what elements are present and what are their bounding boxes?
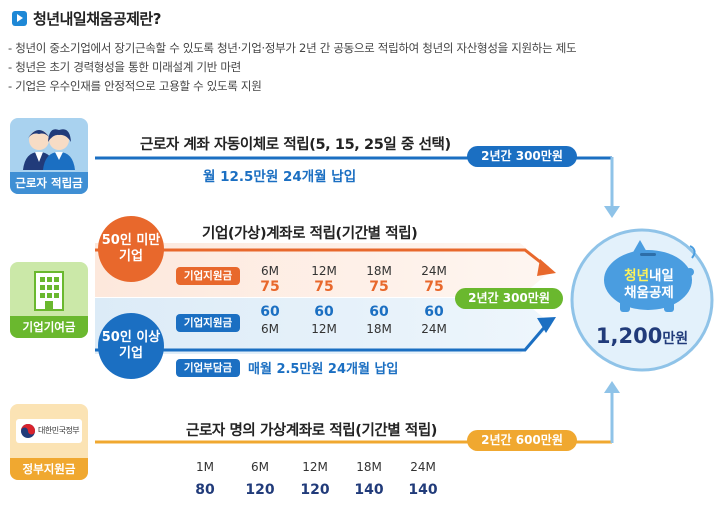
taegeuk-icon xyxy=(21,424,35,438)
month-label: 18M xyxy=(356,460,382,474)
small-support-value: 75 xyxy=(424,279,444,295)
small-support-value: 75 xyxy=(260,279,280,295)
result-name-part: 내일 xyxy=(649,268,674,284)
small-support-value: 75 xyxy=(314,279,334,295)
page-title: 청년내일채움공제란? xyxy=(33,10,161,28)
play-icon xyxy=(12,11,27,26)
result-amount-unit: 만원 xyxy=(662,331,689,347)
intro-line: - 청년이 중소기업에서 장기근속할 수 있도록 청년·기업·정부가 2년 간 … xyxy=(8,41,577,55)
large-support-value: 60 xyxy=(314,304,334,320)
government-logo-text: 대한민국정부 xyxy=(38,426,80,435)
government-total-pill: 2년간 600만원 xyxy=(467,430,577,451)
result-name-part: 채움공제 xyxy=(624,285,674,301)
people-icon xyxy=(23,129,75,170)
month-label: 6M xyxy=(251,460,269,474)
month-label: 24M xyxy=(410,460,436,474)
result-amount: 1,200만원 xyxy=(588,324,696,348)
small-company-circle: 50인 미만 기업 xyxy=(98,216,164,282)
month-label: 6M xyxy=(261,322,279,336)
month-label: 12M xyxy=(311,322,337,336)
worker-total-pill: 2년간 300만원 xyxy=(467,146,577,167)
large-support-tag: 기업지원금 xyxy=(176,314,240,332)
intro-line: - 청년은 초기 경력형성을 통한 미래설계 기반 마련 xyxy=(8,60,241,74)
government-box: 대한민국정부 정부지원금 xyxy=(10,404,88,480)
result-amount-number: 1,200 xyxy=(595,324,663,348)
small-support-tag: 기업지원금 xyxy=(176,267,240,285)
month-label: 12M xyxy=(311,264,337,278)
worker-label: 근로자 적립금 xyxy=(10,172,88,194)
small-support-value: 75 xyxy=(369,279,389,295)
government-value: 140 xyxy=(354,482,384,498)
month-label: 24M xyxy=(421,322,447,336)
month-label: 24M xyxy=(421,264,447,278)
government-heading: 근로자 명의 가상계좌로 적립(기간별 적립) xyxy=(186,423,438,439)
government-label: 정부지원금 xyxy=(10,458,88,480)
month-label: 6M xyxy=(261,264,279,278)
result-name-part: 청년 xyxy=(624,268,649,284)
result-name: 청년내일 채움공제 xyxy=(604,268,694,302)
company-box: 기업기여금 xyxy=(10,262,88,338)
company-heading: 기업(가상)계좌로 적립(기간별 적립) xyxy=(202,226,418,242)
government-value: 120 xyxy=(300,482,330,498)
month-label: 18M xyxy=(366,322,392,336)
worker-sub: 월 12.5만원 24개월 납입 xyxy=(203,169,357,185)
burden-text: 매월 2.5만원 24개월 납입 xyxy=(248,362,399,377)
large-support-value: 60 xyxy=(369,304,389,320)
large-support-value: 60 xyxy=(260,304,280,320)
month-label: 1M xyxy=(196,460,214,474)
worker-box: 근로자 적립금 xyxy=(10,118,88,194)
large-company-circle: 50인 이상 기업 xyxy=(98,313,164,379)
government-value: 80 xyxy=(195,482,215,498)
government-logo: 대한민국정부 xyxy=(16,419,82,443)
month-label: 18M xyxy=(366,264,392,278)
company-label: 기업기여금 xyxy=(10,316,88,338)
government-value: 120 xyxy=(245,482,275,498)
company-total-pill: 2년간 300만원 xyxy=(455,288,563,309)
government-value: 140 xyxy=(408,482,438,498)
building-icon xyxy=(34,271,64,311)
intro-line: - 기업은 우수인재를 안정적으로 고용할 수 있도록 지원 xyxy=(8,79,262,93)
month-label: 12M xyxy=(302,460,328,474)
large-support-value: 60 xyxy=(424,304,444,320)
worker-heading: 근로자 계좌 자동이체로 적립(5, 15, 25일 중 선택) xyxy=(140,137,451,153)
burden-tag: 기업부담금 xyxy=(176,359,240,377)
